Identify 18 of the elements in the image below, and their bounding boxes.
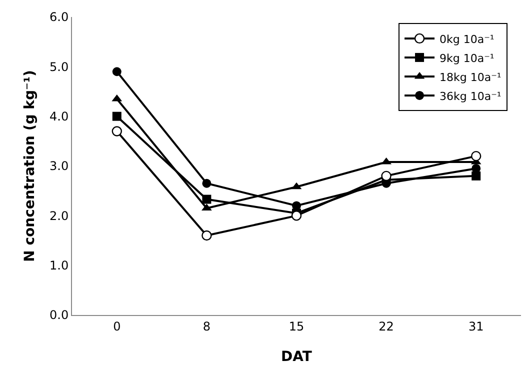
y-tick-label: 5.0	[50, 60, 69, 74]
y-tick-label: 6.0	[50, 10, 69, 24]
legend-label: 0kg 10a⁻¹	[440, 32, 494, 46]
x-axis-title: DAT	[281, 349, 312, 365]
x-tick-label: 0	[113, 319, 121, 334]
legend-label: 9kg 10a⁻¹	[440, 52, 494, 65]
legend-label: 18kg 10a⁻¹	[440, 70, 502, 84]
y-tick-label: 0.0	[50, 308, 69, 322]
x-tick-label: 8	[202, 319, 211, 334]
y-tick-label: 2.0	[50, 208, 69, 223]
y-axis-title: N concentration (g kg⁻¹)	[22, 70, 38, 262]
y-tick-label: 3.0	[50, 159, 69, 174]
y-tick-label: 4.0	[50, 110, 69, 124]
x-tick-label: 22	[378, 319, 394, 334]
x-tick-label: 31	[468, 319, 484, 334]
x-tick-label: 15	[288, 319, 304, 334]
y-tick-label: 1.0	[50, 258, 69, 273]
legend-label: 36kg 10a⁻¹	[440, 90, 502, 103]
